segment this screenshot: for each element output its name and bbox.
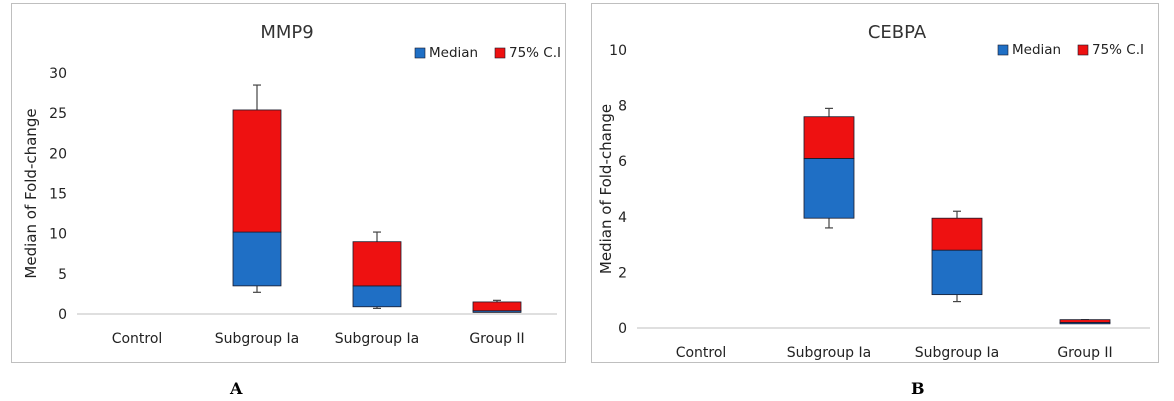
y-tick-label: 15 (49, 187, 67, 203)
chart-title: MMP9 (260, 22, 313, 43)
chart-panel-mmp9: MMP9 Median of Fold-change 0 5 10 15 20 25 30 Con… (11, 3, 566, 363)
legend-swatch-ci (494, 47, 506, 59)
bar-ci (803, 116, 855, 159)
x-tick-label: Control (676, 345, 727, 361)
y-tick-label: 10 (49, 227, 67, 243)
y-tick-label: 4 (618, 210, 627, 226)
y-tick-label: 0 (58, 307, 67, 323)
y-tick-label: 20 (49, 146, 67, 162)
x-tick-label: Subgroup Ia (787, 345, 871, 361)
chart-panel-cebpa: CEBPA Median of Fold-change 0 2 4 6 8 10 Control… (591, 3, 1159, 363)
bar-median (352, 285, 402, 308)
chart-title: CEBPA (868, 22, 927, 43)
legend-label-median: Median (1012, 42, 1061, 58)
legend-swatch-median (414, 47, 426, 59)
chart-svg-mmp9: MMP9 Median of Fold-change 0 5 10 15 20 25 30 Con… (22, 22, 561, 347)
bar-ci (931, 217, 983, 251)
y-tick-label: 5 (58, 267, 67, 283)
figure-label-a: A (230, 379, 243, 398)
y-tick-label: 25 (49, 106, 67, 122)
y-axis-label: Median of Fold-change (597, 104, 615, 274)
x-tick-label: Subgroup Ia (335, 331, 419, 347)
x-tick-label: Group II (1057, 345, 1112, 361)
y-tick-label: 10 (609, 43, 627, 59)
y-tick-label: 8 (618, 99, 627, 115)
legend-swatch-median (997, 44, 1009, 56)
bar-ci (472, 301, 522, 312)
y-tick-label: 0 (618, 321, 627, 337)
bar-ci (352, 241, 402, 287)
legend-label-ci: 75% C.I (1092, 42, 1144, 58)
bar-median (803, 158, 855, 219)
y-tick-label: 30 (49, 66, 67, 82)
legend-label-median: Median (429, 45, 478, 61)
x-tick-label: Subgroup Ia (915, 345, 999, 361)
x-tick-label: Control (112, 331, 163, 347)
bar-median (931, 249, 983, 296)
figure-label-b: B (911, 379, 925, 398)
chart-svg-cebpa: CEBPA Median of Fold-change 0 2 4 6 8 10 Control… (597, 22, 1150, 361)
y-axis-label: Median of Fold-change (22, 108, 40, 278)
y-tick-label: 6 (618, 154, 627, 170)
x-tick-label: Group II (469, 331, 524, 347)
legend-label-ci: 75% C.I (509, 45, 561, 61)
legend-swatch-ci (1077, 44, 1089, 56)
y-tick-label: 2 (618, 265, 627, 281)
bar-median (232, 231, 282, 287)
bar-ci (232, 109, 282, 233)
bar-ci (1059, 319, 1111, 323)
x-tick-label: Subgroup Ia (215, 331, 299, 347)
